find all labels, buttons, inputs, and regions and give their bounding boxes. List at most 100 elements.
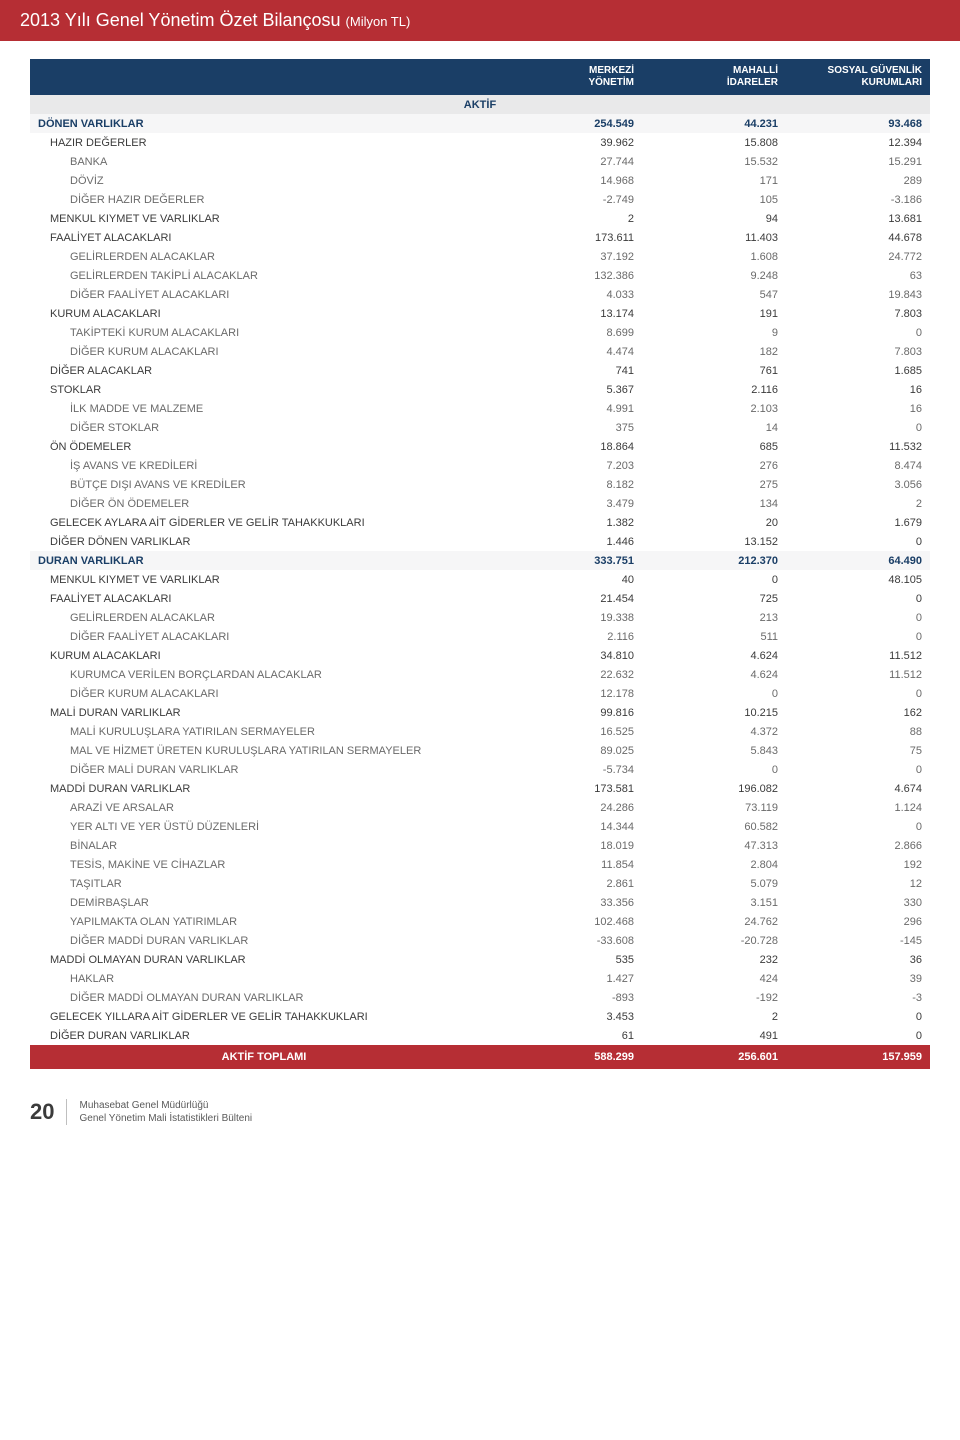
row-label: GELECEK YILLARA AİT GİDERLER VE GELİR TA…: [30, 1007, 498, 1026]
table-row: STOKLAR5.3672.11616: [30, 380, 930, 399]
row-label: İŞ AVANS VE KREDİLERİ: [30, 456, 498, 475]
row-label: FAALİYET ALACAKLARI: [30, 228, 498, 247]
row-value: 16.525: [498, 722, 642, 741]
aktif-label: AKTİF: [30, 95, 930, 114]
row-value: 94: [642, 209, 786, 228]
page-title-unit: (Milyon TL): [346, 14, 411, 29]
row-value: 105: [642, 190, 786, 209]
row-value: 0: [642, 760, 786, 779]
table-row: FAALİYET ALACAKLARI173.61111.40344.678: [30, 228, 930, 247]
row-value: 12.178: [498, 684, 642, 703]
row-value: -3: [786, 988, 930, 1007]
table-row: DÖVİZ14.968171289: [30, 171, 930, 190]
row-value: 18.019: [498, 836, 642, 855]
page-title-bar: 2013 Yılı Genel Yönetim Özet Bilançosu (…: [0, 0, 960, 41]
table-row: DURAN VARLIKLAR333.751212.37064.490: [30, 551, 930, 570]
row-value: 0: [786, 684, 930, 703]
table-row: MALİ DURAN VARLIKLAR99.81610.215162: [30, 703, 930, 722]
row-value: 34.810: [498, 646, 642, 665]
row-value: -192: [642, 988, 786, 1007]
table-row: GELİRLERDEN ALACAKLAR19.3382130: [30, 608, 930, 627]
row-value: 424: [642, 969, 786, 988]
row-value: 2.861: [498, 874, 642, 893]
row-label: YAPILMAKTA OLAN YATIRIMLAR: [30, 912, 498, 931]
row-value: 330: [786, 893, 930, 912]
row-value: 39: [786, 969, 930, 988]
row-value: 22.632: [498, 665, 642, 684]
row-label: DİĞER FAALİYET ALACAKLARI: [30, 627, 498, 646]
row-value: 15.808: [642, 133, 786, 152]
row-value: 88: [786, 722, 930, 741]
row-value: 24.772: [786, 247, 930, 266]
row-value: 4.624: [642, 646, 786, 665]
row-value: -145: [786, 931, 930, 950]
page: 2013 Yılı Genel Yönetim Özet Bilançosu (…: [0, 0, 960, 1155]
table-row: DİĞER HAZIR DEĞERLER-2.749105-3.186: [30, 190, 930, 209]
row-value: 741: [498, 361, 642, 380]
row-value: 61: [498, 1026, 642, 1045]
row-label: HAZIR DEĞERLER: [30, 133, 498, 152]
row-value: 16: [786, 399, 930, 418]
row-value: 0: [786, 817, 930, 836]
row-value: 7.803: [786, 304, 930, 323]
row-label: STOKLAR: [30, 380, 498, 399]
row-value: 3.479: [498, 494, 642, 513]
row-label: DİĞER DURAN VARLIKLAR: [30, 1026, 498, 1045]
row-value: 8.182: [498, 475, 642, 494]
row-value: 196.082: [642, 779, 786, 798]
row-value: 0: [786, 760, 930, 779]
row-value: 19.338: [498, 608, 642, 627]
row-value: 192: [786, 855, 930, 874]
table-row: FAALİYET ALACAKLARI21.4547250: [30, 589, 930, 608]
table-row: DÖNEN VARLIKLAR254.54944.23193.468: [30, 114, 930, 133]
row-label: KURUM ALACAKLARI: [30, 304, 498, 323]
row-value: 535: [498, 950, 642, 969]
table-row: İŞ AVANS VE KREDİLERİ7.2032768.474: [30, 456, 930, 475]
row-value: 134: [642, 494, 786, 513]
row-value: 491: [642, 1026, 786, 1045]
row-value: 511: [642, 627, 786, 646]
row-value: 12.394: [786, 133, 930, 152]
table-row: MALİ KURULUŞLARA YATIRILAN SERMAYELER16.…: [30, 722, 930, 741]
total-v2: 256.601: [642, 1045, 786, 1069]
row-value: 2: [642, 1007, 786, 1026]
row-value: 1.124: [786, 798, 930, 817]
row-value: -5.734: [498, 760, 642, 779]
table-row: YER ALTI VE YER ÜSTÜ DÜZENLERİ14.34460.5…: [30, 817, 930, 836]
row-value: 213: [642, 608, 786, 627]
table-row: İLK MADDE VE MALZEME4.9912.10316: [30, 399, 930, 418]
table-row: DİĞER KURUM ALACAKLARI12.17800: [30, 684, 930, 703]
row-value: 1.446: [498, 532, 642, 551]
row-value: 2.103: [642, 399, 786, 418]
row-value: 5.367: [498, 380, 642, 399]
row-value: 173.611: [498, 228, 642, 247]
table-row: MADDİ DURAN VARLIKLAR173.581196.0824.674: [30, 779, 930, 798]
row-value: -33.608: [498, 931, 642, 950]
row-value: 4.033: [498, 285, 642, 304]
row-value: 33.356: [498, 893, 642, 912]
row-label: DİĞER FAALİYET ALACAKLARI: [30, 285, 498, 304]
row-label: KURUM ALACAKLARI: [30, 646, 498, 665]
table-row: MENKUL KIYMET VE VARLIKLAR29413.681: [30, 209, 930, 228]
row-value: 36: [786, 950, 930, 969]
row-label: DİĞER ÖN ÖDEMELER: [30, 494, 498, 513]
row-value: 2.804: [642, 855, 786, 874]
row-value: 0: [642, 684, 786, 703]
row-label: DİĞER KURUM ALACAKLARI: [30, 684, 498, 703]
row-value: 8.474: [786, 456, 930, 475]
table-row: DİĞER MALİ DURAN VARLIKLAR-5.73400: [30, 760, 930, 779]
footer-text: Muhasebat Genel Müdürlüğü Genel Yönetim …: [79, 1099, 252, 1125]
row-value: 37.192: [498, 247, 642, 266]
row-label: GELİRLERDEN TAKİPLİ ALACAKLAR: [30, 266, 498, 285]
row-value: 289: [786, 171, 930, 190]
row-label: DÖVİZ: [30, 171, 498, 190]
row-value: 1.685: [786, 361, 930, 380]
row-value: 2.866: [786, 836, 930, 855]
row-value: 15.532: [642, 152, 786, 171]
row-value: 3.453: [498, 1007, 642, 1026]
row-label: FAALİYET ALACAKLARI: [30, 589, 498, 608]
row-value: -20.728: [642, 931, 786, 950]
row-value: 276: [642, 456, 786, 475]
row-label: YER ALTI VE YER ÜSTÜ DÜZENLERİ: [30, 817, 498, 836]
row-value: 12: [786, 874, 930, 893]
